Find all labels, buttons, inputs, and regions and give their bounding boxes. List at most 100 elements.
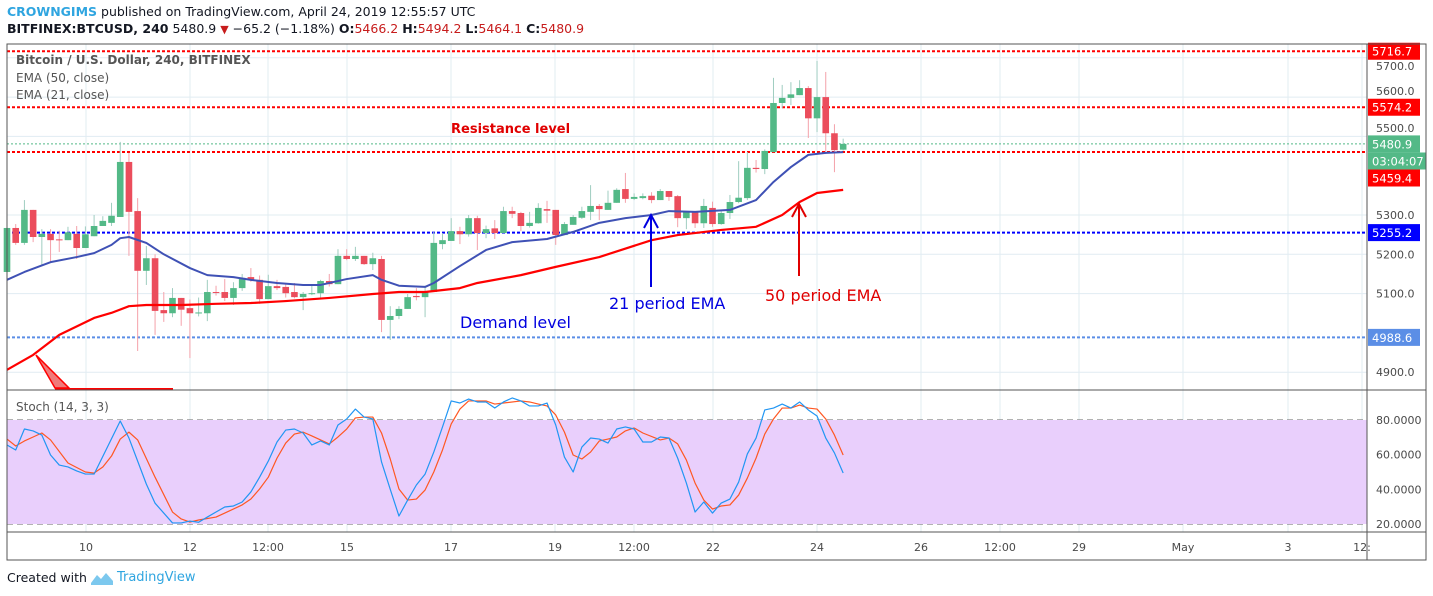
price-axis-label: 5300.0 xyxy=(1376,209,1415,222)
price-label: 5574.2 xyxy=(1372,101,1412,115)
ema21-annotation: 21 period EMA xyxy=(609,294,726,313)
candle-body xyxy=(143,258,150,271)
candle-body xyxy=(64,232,72,241)
ema50-annotation: 50 period EMA xyxy=(765,286,882,305)
resistance-level-label: Resistance level xyxy=(451,122,571,137)
candle-body xyxy=(474,218,481,234)
candle-body xyxy=(186,308,194,314)
candle-body xyxy=(595,205,603,210)
candle-body xyxy=(717,213,725,225)
candle-body xyxy=(648,195,655,201)
legend-ema21[interactable]: EMA (21, close) xyxy=(16,88,110,102)
symbol: BITFINEX:BTCUSD, 240 xyxy=(7,21,169,36)
published-text: published on TradingView.com, April 24, … xyxy=(97,4,476,19)
candle-body xyxy=(561,224,568,236)
candle-body xyxy=(160,310,168,314)
candle-body xyxy=(813,97,821,119)
last-price: 5480.9 xyxy=(172,21,217,36)
price-label: 5480.9 xyxy=(1372,137,1412,151)
candle-body xyxy=(604,202,612,210)
candle-body xyxy=(613,189,620,203)
low-value: 5464.1 xyxy=(478,21,523,36)
price-label-box xyxy=(1368,224,1420,242)
candle-body xyxy=(552,209,560,236)
legend-ema50[interactable]: EMA (50, close) xyxy=(16,71,110,85)
price-label: 03:04:07 xyxy=(1372,155,1424,169)
candle-body xyxy=(73,233,80,249)
time-axis-label: 12:00 xyxy=(252,541,284,554)
candle-body xyxy=(404,297,411,309)
candle-body xyxy=(735,197,742,203)
candle-body xyxy=(55,239,63,241)
candle-body xyxy=(622,189,629,199)
candle-body xyxy=(421,292,429,298)
candle-body xyxy=(482,229,490,234)
publish-info: CROWNGIMS published on TradingView.com, … xyxy=(7,4,475,19)
arrow-head-icon xyxy=(791,201,807,218)
close-label: C: xyxy=(526,21,541,36)
candle-body xyxy=(352,255,359,260)
candle-body xyxy=(204,292,211,314)
close-value: 5480.9 xyxy=(540,21,585,36)
candle-body xyxy=(369,258,377,265)
candle-body xyxy=(386,316,394,320)
candle-body xyxy=(517,213,525,227)
time-axis-label: 12: xyxy=(1353,541,1371,554)
price-label-box xyxy=(1368,135,1420,153)
time-axis-label: 17 xyxy=(444,541,458,554)
candle-body xyxy=(465,218,472,235)
candle-body xyxy=(177,297,185,310)
candle-body xyxy=(247,277,255,280)
candle-body xyxy=(195,312,202,314)
candle-body xyxy=(778,97,786,103)
candle-body xyxy=(256,279,263,300)
candle-body xyxy=(343,255,350,260)
time-axis-label: 26 xyxy=(914,541,928,554)
price-label-box xyxy=(1368,328,1420,346)
stoch-band xyxy=(7,420,1367,524)
candle-body xyxy=(212,292,220,294)
stoch-axis-label: 80.0000 xyxy=(1376,414,1422,427)
candle-body xyxy=(360,255,368,265)
time-axis-label: 12:00 xyxy=(984,541,1016,554)
candle-body xyxy=(656,191,664,201)
price-axis-label: 4900.0 xyxy=(1376,366,1415,379)
tradingview-logo-icon xyxy=(90,572,113,585)
time-axis-label: 12 xyxy=(183,541,197,554)
candle-body xyxy=(726,202,734,214)
candle-body xyxy=(587,205,594,212)
candle-body xyxy=(21,209,28,243)
high-value: 5494.2 xyxy=(417,21,462,36)
time-axis-label: 29 xyxy=(1072,541,1086,554)
candle-body xyxy=(491,228,499,234)
price-label: 5255.2 xyxy=(1372,226,1412,240)
price-label-box xyxy=(1368,152,1426,170)
tradingview-link[interactable]: TradingView xyxy=(116,570,196,585)
open-value: 5466.2 xyxy=(354,21,399,36)
price-axis-label: 5100.0 xyxy=(1376,288,1415,301)
candle-body xyxy=(151,258,159,311)
candle-body xyxy=(500,211,507,234)
candle-body xyxy=(630,196,638,199)
candle-body xyxy=(291,292,298,298)
candle-body xyxy=(674,196,681,219)
time-axis-label: 12:00 xyxy=(618,541,650,554)
candle-body xyxy=(282,286,290,294)
chart-frame xyxy=(6,43,1427,561)
author-link[interactable]: CROWNGIMS xyxy=(7,4,98,19)
low-label: L: xyxy=(465,21,479,36)
candle-body xyxy=(413,295,420,298)
candle-body xyxy=(378,259,385,320)
candle-body xyxy=(691,211,699,224)
legend-stoch[interactable]: Stoch (14, 3, 3) xyxy=(16,400,109,414)
candle-body xyxy=(273,286,281,289)
candle-body xyxy=(334,255,342,285)
candle-body xyxy=(299,293,307,298)
candle-body xyxy=(125,161,133,212)
candle-body xyxy=(395,308,403,317)
candle-body xyxy=(90,226,98,237)
candle-body xyxy=(805,88,812,119)
candle-body xyxy=(744,167,751,199)
candle-body xyxy=(108,215,115,223)
